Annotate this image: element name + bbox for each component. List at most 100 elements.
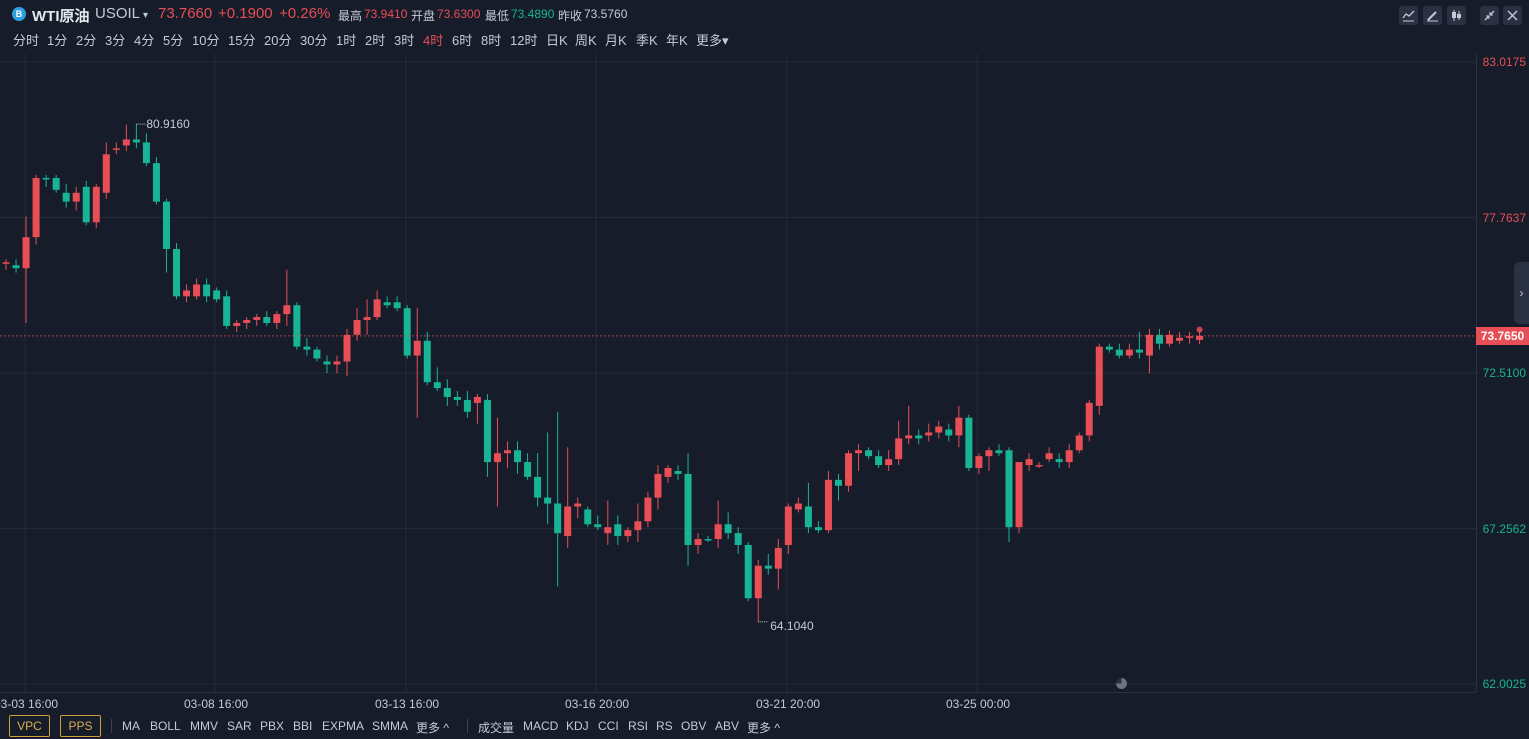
price-change: +0.1900 — [218, 5, 273, 22]
time-axis-label-2: 03-13 16:00 — [375, 697, 440, 711]
price-change-pct: +0.26% — [279, 5, 331, 22]
period-tab-5[interactable]: 5分 — [163, 33, 184, 48]
candle-31 — [313, 346, 321, 362]
candle-35 — [353, 308, 361, 341]
prev-close-label: 昨收 — [558, 9, 583, 23]
chevron-right-icon[interactable]: › — [1514, 262, 1529, 324]
candle-95 — [955, 405, 963, 448]
candle-117 — [1176, 331, 1184, 344]
candle-5 — [52, 174, 60, 193]
candle-type-icon[interactable] — [1447, 6, 1466, 25]
sub-indicator-1[interactable]: MACD — [523, 719, 559, 733]
period-tab-15[interactable]: 8时 — [481, 33, 502, 48]
main-indicator-3[interactable]: SAR — [227, 719, 252, 733]
sub-indicator-0[interactable]: 成交量 — [478, 721, 515, 735]
period-tab-9[interactable]: 30分 — [300, 33, 328, 48]
period-tab-3[interactable]: 3分 — [105, 33, 126, 48]
sub-indicator-6[interactable]: OBV — [681, 719, 707, 733]
candle-113 — [1135, 331, 1143, 359]
chevron-down-icon: ▾ — [143, 10, 149, 21]
period-tab-14[interactable]: 6时 — [452, 33, 473, 48]
candle-34 — [343, 328, 351, 377]
period-tab-6[interactable]: 10分 — [192, 33, 220, 48]
candle-116 — [1165, 330, 1173, 347]
candle-101 — [1015, 462, 1023, 534]
candle-47 — [473, 394, 481, 424]
period-tab-12[interactable]: 3时 — [394, 33, 415, 48]
main-indicator-8[interactable]: 更多 ^ — [416, 721, 449, 735]
close-icon[interactable] — [1503, 6, 1522, 25]
sub-indicator-7[interactable]: ABV — [715, 719, 740, 733]
main-indicator-2[interactable]: MMV — [190, 719, 218, 733]
candle-44 — [443, 379, 451, 406]
period-tab-21[interactable]: 年K — [666, 33, 688, 48]
sub-indicator-5[interactable]: RS — [656, 719, 673, 733]
main-indicator-0[interactable]: MA — [122, 719, 140, 733]
period-tab-10[interactable]: 1时 — [336, 33, 357, 48]
sub-indicator-3[interactable]: CCI — [598, 719, 619, 733]
time-axis-label-4: 03-21 20:00 — [756, 697, 821, 711]
main-indicator-6[interactable]: EXPMA — [322, 719, 365, 733]
candle-8 — [82, 180, 90, 226]
period-tab-1[interactable]: 1分 — [47, 33, 68, 48]
collapse-icon[interactable] — [1480, 6, 1499, 25]
period-tab-17[interactable]: 日K — [546, 33, 568, 48]
main-indicator-4[interactable]: PBX — [260, 719, 285, 733]
main-indicator-7[interactable]: SMMA — [372, 719, 408, 733]
candle-30 — [303, 337, 311, 356]
period-tab-2[interactable]: 2分 — [76, 33, 97, 48]
period-tab-18[interactable]: 周K — [575, 33, 597, 48]
sub-indicator-2[interactable]: KDJ — [566, 719, 589, 733]
pie-chart-icon[interactable] — [1116, 678, 1127, 689]
candle-12 — [122, 124, 130, 152]
candle-53 — [534, 453, 542, 507]
pps-button[interactable]: PPS — [60, 715, 101, 737]
chart-canvas[interactable] — [0, 54, 1476, 692]
period-tab-16[interactable]: 12时 — [510, 33, 538, 48]
candle-28 — [283, 269, 291, 326]
indicator-bar: VPC PPS MA BOLL MMV SAR PBX BBI EXPMA SMMA 更多 ^ 成交量… — [0, 714, 1529, 739]
candle-42 — [423, 331, 431, 386]
period-tab-19[interactable]: 月K — [605, 33, 627, 48]
vpc-button[interactable]: VPC — [9, 715, 50, 737]
period-tab-0[interactable]: 分时 — [13, 33, 40, 48]
low-label: 最低 — [485, 9, 510, 23]
candle-115 — [1155, 328, 1163, 350]
candle-33 — [333, 355, 341, 374]
line-chart-icon[interactable] — [1399, 6, 1418, 25]
main-indicator-1[interactable]: BOLL — [150, 719, 181, 733]
instrument-code-selector[interactable]: USOIL ▾ — [95, 5, 149, 22]
candle-7 — [72, 186, 80, 211]
candle-69 — [694, 533, 702, 554]
candle-89 — [895, 420, 903, 466]
period-tab-20[interactable]: 季K — [636, 33, 658, 48]
candle-105 — [1055, 453, 1063, 469]
candle-26 — [263, 311, 271, 326]
last-price: 73.7660 — [158, 5, 213, 22]
candle-46 — [463, 391, 471, 418]
candle-118 — [1186, 331, 1194, 344]
candle-41 — [413, 308, 421, 418]
candle-62 — [624, 527, 632, 543]
pencil-icon[interactable] — [1423, 6, 1442, 25]
period-tabs: 分时 1分 2分 3分 4分 5分 10分 15分 20分 30分 1时 2时 3时 4时 6时 8时 12时日… — [0, 28, 1529, 48]
main-indicator-5[interactable]: BBI — [293, 719, 313, 733]
candlestick-chart[interactable]: 80.9160 64.1040 — [0, 54, 1476, 692]
candle-56 — [564, 447, 572, 548]
prev-close-value: 73.5760 — [584, 7, 628, 21]
candle-104 — [1045, 447, 1053, 463]
period-tab-8[interactable]: 20分 — [264, 33, 292, 48]
candle-94 — [945, 423, 953, 442]
period-tab-4[interactable]: 4分 — [134, 33, 155, 48]
candle-60 — [604, 500, 612, 545]
candle-83 — [834, 473, 842, 501]
candle-20 — [203, 278, 211, 303]
period-tab-11[interactable]: 2时 — [365, 33, 386, 48]
period-tab-13[interactable]: 4时 — [423, 33, 444, 48]
period-tab-22[interactable]: 更多▾ — [696, 33, 729, 48]
sub-indicator-4[interactable]: RSI — [628, 719, 649, 733]
period-tab-7[interactable]: 15分 — [228, 33, 256, 48]
sub-indicator-8[interactable]: 更多 ^ — [747, 721, 780, 735]
time-axis[interactable]: 03-03 16:00 03-08 16:00 03-13 16:00 03-16 2… — [0, 692, 1476, 715]
price-axis[interactable]: 83.0175 77.7637 72.5100 67.2562 62.0025 — [1476, 54, 1529, 692]
